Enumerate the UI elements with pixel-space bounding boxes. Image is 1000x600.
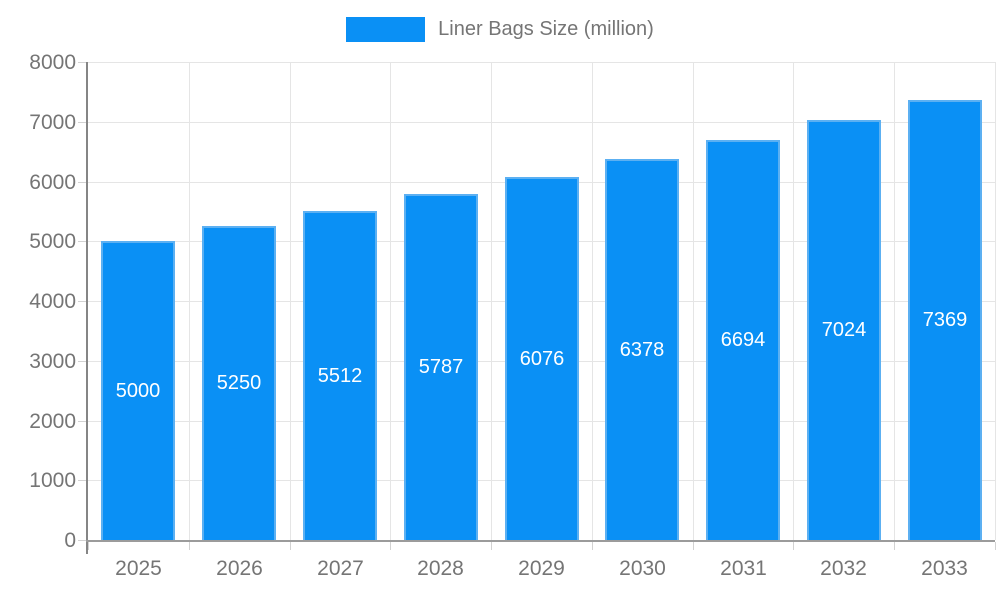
y-tick-label: 5000 — [29, 230, 76, 253]
bar[interactable] — [605, 159, 679, 540]
x-tick-label: 2030 — [619, 557, 666, 580]
bar[interactable] — [908, 100, 982, 540]
bar[interactable] — [505, 177, 579, 540]
bar-value-label: 6076 — [519, 348, 565, 370]
y-axis-tick — [78, 421, 88, 422]
bar-value-label: 7024 — [821, 319, 867, 341]
bar[interactable] — [101, 241, 175, 540]
x-axis-tick — [894, 542, 895, 550]
bar[interactable] — [303, 211, 377, 540]
x-axis-tick — [189, 542, 190, 550]
bar[interactable] — [807, 120, 881, 540]
y-axis-line — [86, 62, 88, 554]
x-tick-label: 2028 — [417, 557, 464, 580]
y-tick-label: 0 — [64, 529, 76, 552]
bar-value-label: 5000 — [115, 380, 161, 402]
legend-label: Liner Bags Size (million) — [438, 18, 654, 40]
x-axis-tick — [995, 542, 996, 550]
gridline-vertical — [592, 62, 593, 540]
x-axis-tick — [390, 542, 391, 550]
y-axis-tick — [78, 540, 88, 541]
bar-value-label: 7369 — [922, 309, 968, 331]
x-tick-label: 2031 — [720, 557, 767, 580]
y-axis-tick — [78, 122, 88, 123]
x-axis-tick — [88, 542, 89, 550]
bar-value-label: 5250 — [216, 372, 262, 394]
bar[interactable] — [404, 194, 478, 540]
x-tick-label: 2029 — [518, 557, 565, 580]
gridline-horizontal — [88, 62, 995, 63]
y-tick-label: 2000 — [29, 410, 76, 433]
gridline-vertical — [995, 62, 996, 540]
y-axis-tick — [78, 62, 88, 63]
gridline-vertical — [491, 62, 492, 540]
y-tick-label: 1000 — [29, 469, 76, 492]
gridline-vertical — [390, 62, 391, 540]
y-axis-tick — [78, 480, 88, 481]
legend-swatch — [346, 17, 426, 42]
y-axis-tick — [78, 182, 88, 183]
gridline-horizontal — [88, 122, 995, 123]
y-tick-label: 3000 — [29, 350, 76, 373]
x-axis-tick — [592, 542, 593, 550]
gridline-vertical — [793, 62, 794, 540]
y-tick-label: 8000 — [29, 51, 76, 74]
x-tick-label: 2026 — [216, 557, 263, 580]
bar-value-label: 5787 — [418, 356, 464, 378]
bar-value-label: 5512 — [317, 365, 363, 387]
gridline-vertical — [693, 62, 694, 540]
gridline-vertical — [290, 62, 291, 540]
x-tick-label: 2032 — [820, 557, 867, 580]
x-axis-tick — [693, 542, 694, 550]
y-axis-tick — [78, 241, 88, 242]
gridline-vertical — [894, 62, 895, 540]
bar-value-label: 6378 — [619, 339, 665, 361]
y-tick-label: 4000 — [29, 290, 76, 313]
y-tick-label: 7000 — [29, 111, 76, 134]
gridline-vertical — [189, 62, 190, 540]
x-axis-line — [86, 540, 995, 542]
x-axis-tick — [491, 542, 492, 550]
x-tick-label: 2033 — [921, 557, 968, 580]
bar[interactable] — [202, 226, 276, 540]
x-tick-label: 2025 — [115, 557, 162, 580]
x-axis-tick — [793, 542, 794, 550]
x-tick-label: 2027 — [317, 557, 364, 580]
y-tick-label: 6000 — [29, 171, 76, 194]
y-axis-tick — [78, 361, 88, 362]
bar[interactable] — [706, 140, 780, 540]
y-axis-tick — [78, 301, 88, 302]
bar-value-label: 6694 — [720, 329, 766, 351]
chart-legend[interactable]: Liner Bags Size (million) — [0, 17, 1000, 42]
x-axis-tick — [290, 542, 291, 550]
